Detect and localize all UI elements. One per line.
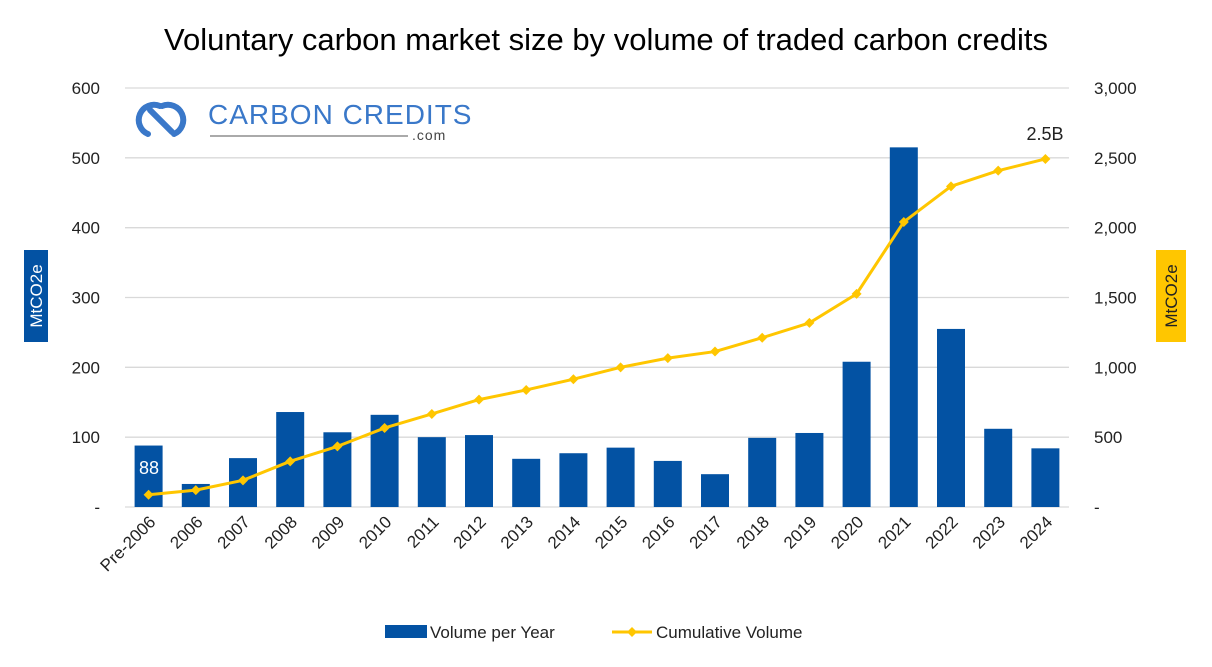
- x-tick-label: 2022: [922, 512, 962, 552]
- cumulative-line: [148, 157, 1046, 497]
- line-point[interactable]: [946, 181, 956, 192]
- y-left-tick-label: 500: [72, 149, 100, 168]
- line-point[interactable]: [143, 489, 154, 500]
- line-point[interactable]: [379, 422, 390, 433]
- line-point[interactable]: [521, 384, 532, 395]
- bar[interactable]: [559, 453, 588, 507]
- y-left-tick-label: -: [94, 498, 100, 517]
- y-left-tick-label: 200: [72, 358, 100, 377]
- x-tick-label: 2009: [308, 512, 348, 552]
- x-tick-label: 2014: [544, 512, 584, 552]
- y-left-tick-label: 400: [72, 219, 100, 238]
- bar[interactable]: [795, 432, 824, 507]
- line-point[interactable]: [993, 165, 1004, 176]
- bar[interactable]: [606, 447, 635, 507]
- y-right-tick-label: 500: [1094, 428, 1122, 447]
- x-tick-label: Pre-2006: [97, 512, 160, 575]
- bar[interactable]: [889, 147, 918, 507]
- line-point[interactable]: [332, 441, 343, 452]
- bar[interactable]: [842, 361, 871, 507]
- line-point[interactable]: [426, 408, 437, 419]
- line-point[interactable]: [757, 332, 768, 343]
- bar[interactable]: [748, 437, 777, 507]
- line-point[interactable]: [804, 317, 815, 328]
- y-left-tick-label: 100: [72, 428, 100, 447]
- logo-icon: [135, 101, 187, 137]
- x-tick-label: 2016: [638, 512, 678, 552]
- x-tick-label: 2012: [450, 512, 490, 552]
- y-left-tick-label: 600: [72, 79, 100, 98]
- x-tick-label: 2024: [1016, 512, 1056, 552]
- logo-suffix: .com: [412, 127, 446, 143]
- x-tick-label: 2013: [497, 512, 537, 552]
- line-point[interactable]: [1040, 153, 1051, 164]
- line-point[interactable]: [898, 216, 909, 227]
- logo: CARBON CREDITS .com: [135, 99, 472, 143]
- line-point[interactable]: [615, 362, 626, 373]
- bar[interactable]: [984, 428, 1013, 507]
- line-data-label: 2.5B: [1026, 124, 1063, 144]
- x-tick-label: 2019: [780, 512, 820, 552]
- legend: Volume per Year Cumulative Volume: [385, 623, 802, 642]
- x-tick-label: 2006: [166, 512, 206, 552]
- line-point[interactable]: [285, 456, 296, 467]
- x-tick-label: 2008: [261, 512, 301, 552]
- x-tick-label: 2007: [214, 512, 254, 552]
- line-point[interactable]: [190, 485, 201, 496]
- svg-text:Cumulative Volume: Cumulative Volume: [656, 623, 802, 642]
- bar[interactable]: [417, 437, 446, 507]
- legend-item-line[interactable]: Cumulative Volume: [612, 623, 802, 642]
- bar[interactable]: [512, 458, 541, 507]
- bar-data-label: 88: [139, 458, 159, 478]
- y-right-tick-label: 1,000: [1094, 358, 1137, 377]
- bar[interactable]: [1031, 448, 1060, 507]
- bar[interactable]: [465, 435, 493, 507]
- logo-name: CARBON CREDITS: [208, 99, 472, 130]
- x-tick-label: 2021: [874, 512, 914, 552]
- svg-text:MtCO2e: MtCO2e: [27, 264, 46, 327]
- bar[interactable]: [653, 460, 682, 507]
- bar[interactable]: [701, 474, 729, 507]
- line-point[interactable]: [474, 394, 484, 405]
- legend-item-bar[interactable]: Volume per Year: [385, 623, 555, 642]
- x-tick-label: 2020: [827, 512, 867, 552]
- left-axis-label: MtCO2e: [24, 250, 48, 342]
- x-tick-label: 2015: [591, 512, 631, 552]
- y-right-tick-label: 2,000: [1094, 219, 1137, 238]
- bar[interactable]: [937, 328, 965, 507]
- line-point[interactable]: [851, 288, 862, 299]
- y-right-tick-label: 1,500: [1094, 289, 1137, 308]
- svg-text:MtCO2e: MtCO2e: [1162, 264, 1181, 327]
- y-left-tick-label: 300: [72, 289, 100, 308]
- y-right-tick-label: -: [1094, 498, 1100, 517]
- x-tick-label: 2017: [686, 512, 726, 552]
- x-tick-label: 2023: [969, 512, 1009, 552]
- line-point[interactable]: [710, 346, 720, 357]
- x-tick-label: 2018: [733, 512, 773, 552]
- line-point[interactable]: [662, 353, 673, 364]
- y-right-tick-label: 2,500: [1094, 149, 1137, 168]
- line-point[interactable]: [238, 475, 248, 486]
- x-tick-label: 2010: [355, 512, 395, 552]
- x-tick-label: 2011: [403, 512, 442, 551]
- right-axis-label: MtCO2e: [1156, 250, 1186, 342]
- y-right-tick-label: 3,000: [1094, 79, 1137, 98]
- chart-title: Voluntary carbon market size by volume o…: [164, 22, 1048, 57]
- line-point[interactable]: [568, 374, 579, 385]
- svg-text:Volume per Year: Volume per Year: [430, 623, 555, 642]
